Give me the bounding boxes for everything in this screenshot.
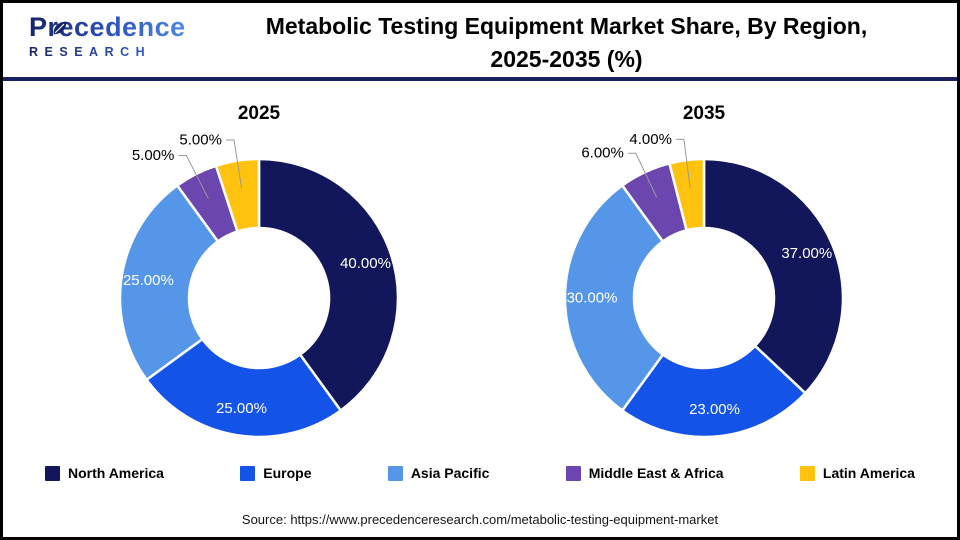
slice-label-north-america: 40.00% (340, 255, 391, 272)
pie-slice-latin-america (668, 157, 706, 232)
logo-subtitle: RESEARCH (29, 46, 186, 59)
legend-item-asia-pacific: Asia Pacific (387, 465, 490, 481)
legend-swatch-latin-america (799, 465, 815, 481)
donut-svg-2035: 37.00% 23.00% 30.00% 6.00% 4.00% (563, 131, 845, 439)
callout-line-latin-america (675, 138, 691, 188)
legend-label: North America (68, 465, 164, 481)
donut-chart-2025: 2025 40.00% 25.00% 25.00% 5.00% 5.00% (39, 101, 479, 461)
pie-slice-asia-pacific (118, 184, 220, 381)
donut-svg-2025: 40.00% 25.00% 25.00% 5.00%5.00% (118, 131, 400, 439)
donut-2025-canvas: 40.00% 25.00% 25.00% 5.00% 5.00% (39, 127, 479, 461)
slice-label-latin-america: 5.00% (179, 131, 222, 148)
legend-label: Middle East & Africa (588, 465, 724, 481)
chart-title-2025: 2025 (237, 103, 281, 124)
donut-2035-canvas: 37.00% 23.00% 30.00% 6.00% 4.00% (484, 127, 924, 461)
callout-line-latin-america (225, 139, 243, 189)
legend-swatch-asia-pacific (387, 465, 403, 481)
slice-label-europe: 25.00% (216, 400, 267, 417)
legend-swatch-europe (240, 465, 256, 481)
chart-title-2035: 2035 (682, 103, 726, 124)
legend: North America Europe Asia Pacific Middle Ea… (45, 461, 915, 485)
header: Precedence RESEARCH Metabolic Testing Eq… (3, 3, 957, 81)
pie-slice-asia-pacific (563, 184, 665, 412)
source-text: Source: https://www.precedenceresearch.c… (241, 512, 719, 527)
legend-swatch-north-america (45, 465, 60, 481)
legend-label: Asia Pacific (410, 465, 490, 481)
precedence-logo: Precedence RESEARCH (29, 14, 186, 59)
pie-slice-europe (621, 344, 807, 439)
slice-label-europe: 23.00% (689, 401, 740, 418)
callout-line-middle-east-africa (178, 154, 209, 200)
pie-slice-europe (145, 337, 342, 439)
slice-label-latin-america: 4.00% (629, 131, 672, 148)
legend-swatch-middle-east-africa (565, 465, 581, 481)
slice-label-middle-east-africa: 6.00% (581, 145, 624, 162)
pie-slice-latin-america (214, 157, 261, 233)
legend-item-latin-america: Latin America (799, 465, 915, 481)
logo-wordmark: Precedence (29, 12, 186, 42)
slice-label-middle-east-africa: 5.00% (132, 147, 175, 164)
page-title-line2: 2025-2035 (%) (490, 46, 643, 72)
legend-label: Latin America (822, 465, 915, 481)
pie-slice-north-america (257, 157, 400, 412)
page-title-line1: Metabolic Testing Equipment Market Share… (265, 13, 868, 39)
slice-label-north-america: 37.00% (781, 245, 832, 262)
slice-label-asia-pacific: 30.00% (567, 290, 618, 307)
legend-label: Europe (263, 465, 312, 481)
slice-label-asia-pacific: 25.00% (123, 272, 174, 289)
callout-line-middle-east-africa (627, 152, 658, 198)
legend-item-europe: Europe (240, 465, 312, 481)
pie-slice-north-america (702, 157, 845, 395)
legend-item-north-america: North America (45, 465, 164, 481)
page-title: Metabolic Testing Equipment Market Share… (188, 10, 945, 76)
donut-chart-2035: 2035 37.00% 23.00% 30.00% 6.00% 4.00% (484, 101, 924, 461)
legend-item-middle-east-africa: Middle East & Africa (565, 465, 724, 481)
leaf-icon (53, 21, 67, 35)
